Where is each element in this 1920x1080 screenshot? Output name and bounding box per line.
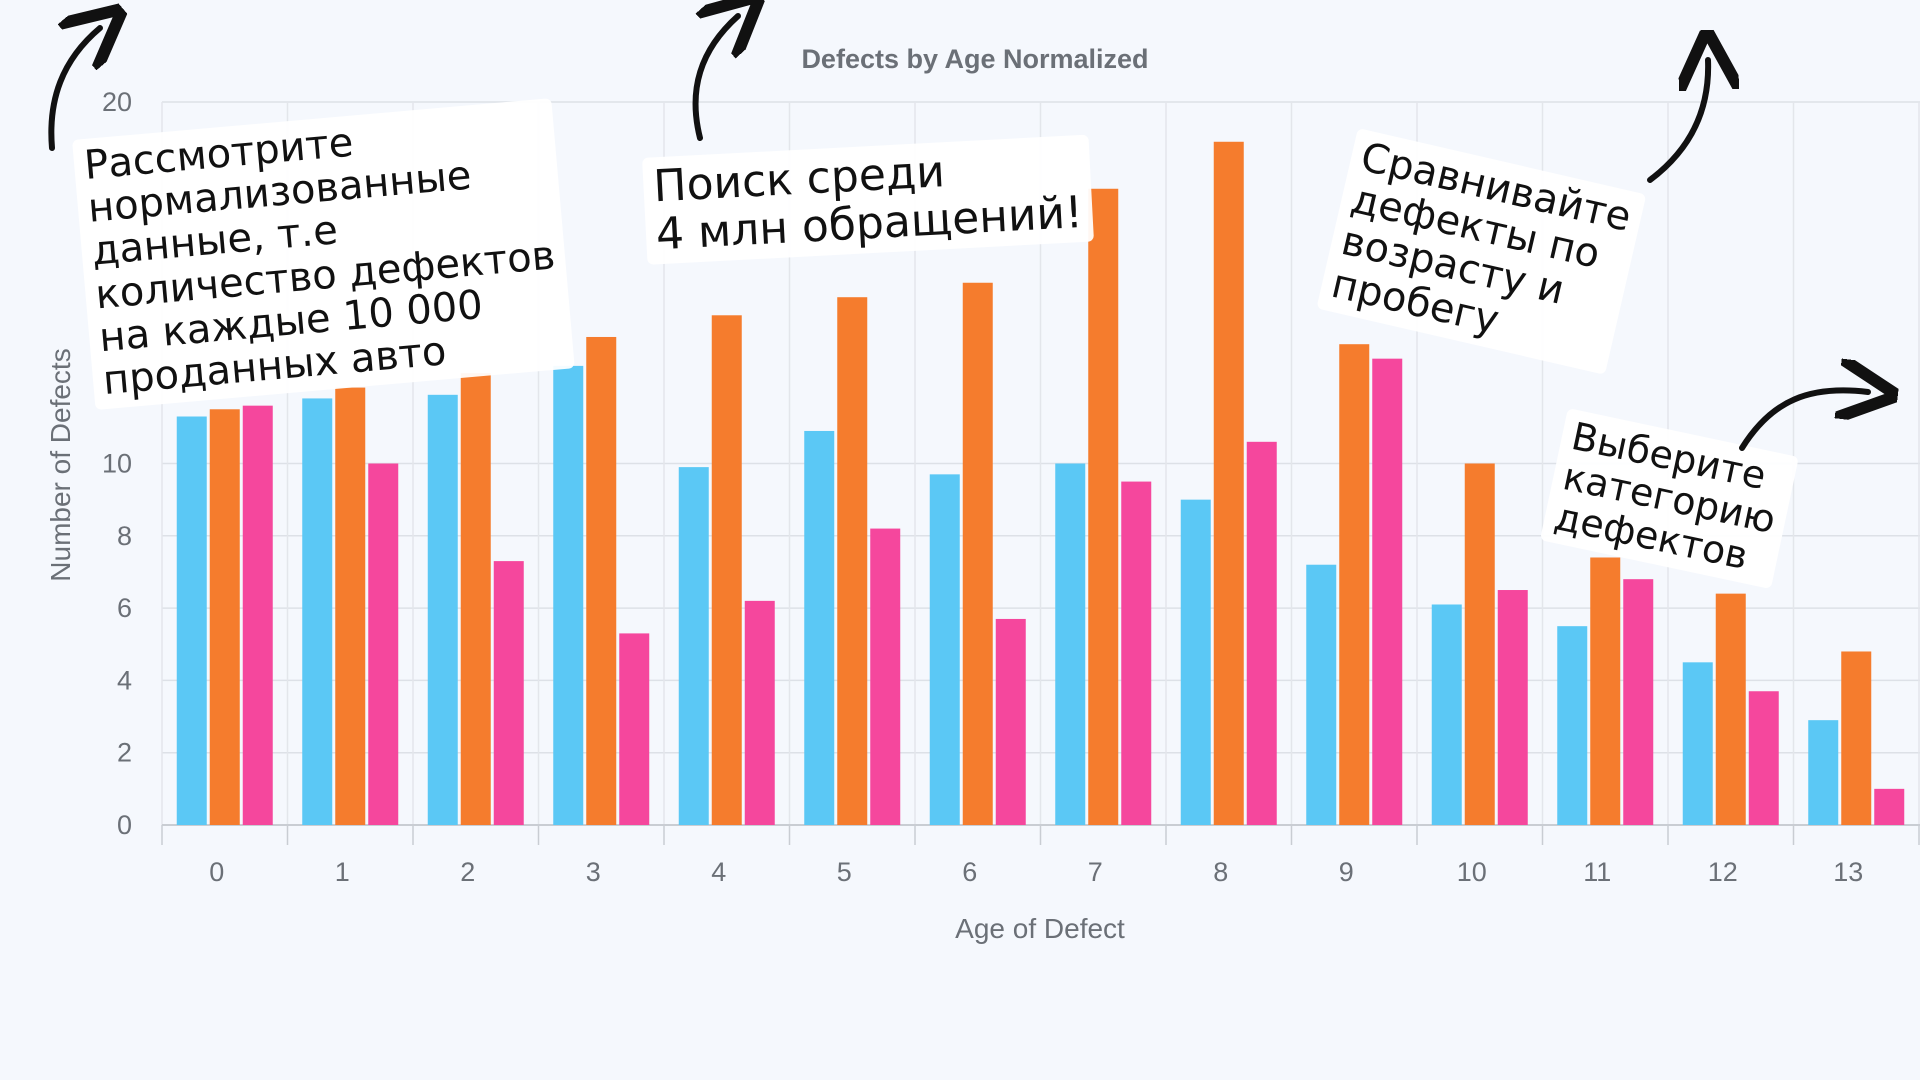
x-tick-label: 1 (335, 857, 350, 887)
bar-age-0-series-0 (176, 416, 207, 825)
bar-age-2-series-1 (460, 373, 491, 825)
bar-age-2-series-0 (427, 394, 458, 825)
bar-age-11-series-0 (1557, 626, 1588, 825)
bar-age-5-series-2 (870, 528, 901, 825)
bar-age-10-series-1 (1464, 463, 1495, 825)
bar-age-7-series-1 (1088, 188, 1119, 825)
bar-age-12-series-2 (1748, 691, 1779, 825)
bar-age-12-series-0 (1682, 662, 1713, 825)
y-tick-label: 20 (102, 87, 132, 117)
bar-age-3-series-1 (586, 336, 617, 825)
x-tick-label: 10 (1457, 857, 1487, 887)
bar-age-3-series-0 (553, 365, 584, 825)
bar-age-8-series-0 (1180, 499, 1211, 825)
bar-age-11-series-2 (1623, 579, 1654, 825)
bar-age-4-series-0 (678, 467, 709, 825)
chart-title: Defects by Age Normalized (801, 44, 1148, 74)
x-tick-label: 11 (1583, 857, 1611, 887)
bar-age-5-series-1 (837, 297, 868, 826)
bar-age-8-series-2 (1246, 441, 1277, 825)
bar-age-6-series-1 (962, 282, 993, 825)
bar-age-2-series-2 (493, 561, 524, 825)
x-tick-label: 4 (711, 857, 726, 887)
bar-age-7-series-0 (1055, 463, 1086, 825)
bar-age-6-series-0 (929, 474, 960, 825)
callout-normalized-data: Рассмотрите нормализованные данные, т.е … (72, 98, 575, 411)
bar-age-1-series-1 (335, 387, 366, 825)
y-tick-label: 10 (102, 449, 132, 479)
bar-age-10-series-2 (1497, 590, 1528, 825)
bar-age-8-series-1 (1213, 141, 1244, 825)
bar-age-0-series-1 (209, 409, 240, 825)
x-tick-label: 2 (460, 857, 475, 887)
x-tick-label: 0 (209, 857, 224, 887)
y-tick-label: 0 (117, 810, 132, 840)
bar-age-1-series-2 (368, 463, 399, 825)
y-tick-label: 4 (117, 665, 132, 695)
x-tick-label: 7 (1088, 857, 1103, 887)
y-axis-label: Number of Defects (45, 348, 76, 581)
x-tick-label: 5 (837, 857, 852, 887)
x-tick-label: 13 (1833, 857, 1863, 887)
x-tick-label: 3 (586, 857, 601, 887)
x-axis-label: Age of Defect (955, 913, 1125, 944)
bar-age-5-series-0 (804, 430, 835, 825)
y-tick-label: 2 (117, 738, 132, 768)
y-tick-label: 8 (117, 521, 132, 551)
y-tick-label: 6 (117, 593, 132, 623)
bar-age-9-series-2 (1372, 358, 1403, 825)
bar-age-9-series-0 (1306, 564, 1337, 825)
bar-age-7-series-2 (1121, 481, 1152, 825)
bar-age-10-series-0 (1431, 604, 1462, 825)
bars (176, 141, 1905, 826)
bar-age-13-series-1 (1841, 651, 1872, 825)
bar-age-6-series-2 (995, 618, 1026, 825)
bar-age-4-series-1 (711, 315, 742, 825)
bar-age-13-series-0 (1808, 720, 1839, 825)
bar-age-0-series-2 (242, 405, 273, 825)
bar-age-12-series-1 (1715, 593, 1746, 825)
bar-age-13-series-2 (1874, 788, 1905, 825)
bar-age-4-series-2 (744, 600, 775, 825)
bar-age-11-series-1 (1590, 557, 1621, 825)
bar-age-3-series-2 (619, 633, 650, 825)
x-tick-label: 9 (1339, 857, 1354, 887)
x-tick-label: 8 (1213, 857, 1228, 887)
bar-age-1-series-0 (302, 398, 333, 825)
bar-age-9-series-1 (1339, 344, 1370, 825)
x-tick-label: 12 (1708, 857, 1738, 887)
x-tick-label: 6 (962, 857, 977, 887)
